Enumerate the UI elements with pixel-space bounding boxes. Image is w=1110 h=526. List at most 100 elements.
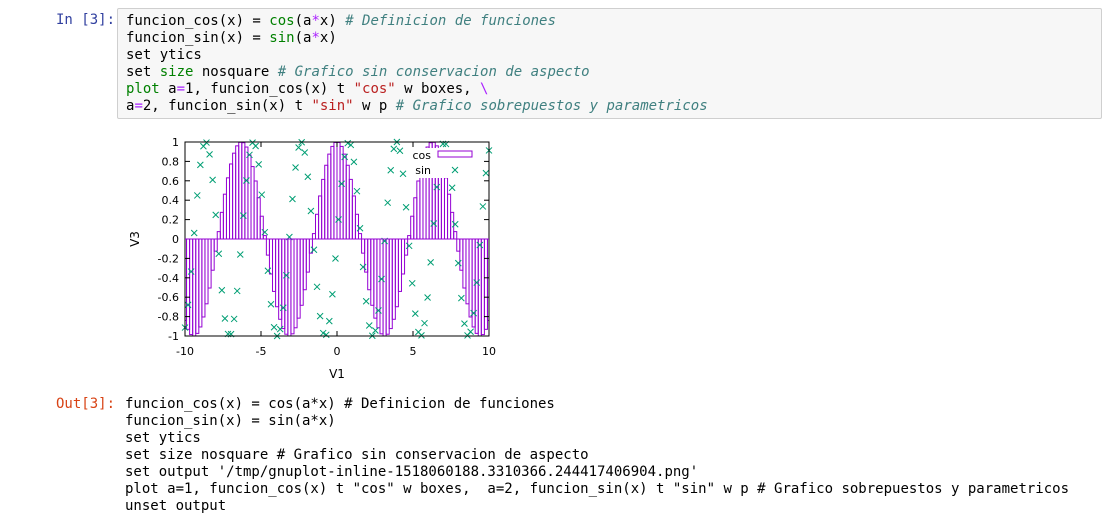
x-tick-label: 0	[334, 345, 341, 358]
cos-box	[453, 231, 458, 240]
code-token: set ytics	[126, 47, 202, 63]
sin-point	[353, 187, 361, 195]
sin-point	[329, 290, 336, 298]
code-token: "cos"	[353, 81, 396, 97]
code-line: funcion_sin(x) = sin(a*x)	[126, 30, 337, 47]
sin-point	[282, 271, 290, 279]
code-token: funcion_sin(x) =	[126, 30, 270, 46]
sin-point	[295, 144, 302, 151]
sin-point	[187, 268, 195, 275]
sin-point	[193, 192, 201, 199]
sin-points	[181, 138, 493, 340]
y-tick-label: 0	[172, 233, 179, 246]
sin-point	[261, 228, 269, 236]
x-tick-label: 5	[410, 345, 417, 358]
sin-point	[215, 250, 223, 258]
sin-point	[461, 320, 468, 327]
sin-point	[190, 229, 198, 237]
sin-point	[408, 279, 416, 287]
code-token: (a	[294, 30, 312, 46]
x-tick-label: 10	[482, 345, 496, 358]
sin-point	[458, 294, 465, 302]
sin-point	[212, 211, 220, 219]
sin-point	[341, 153, 349, 161]
cos-box	[404, 238, 409, 256]
sin-point	[264, 267, 272, 275]
output-line: set size nosquare # Grafico sin conserva…	[125, 447, 589, 463]
sin-point	[473, 279, 481, 286]
code-token: # Grafico sin conservacion de aspecto	[277, 64, 590, 80]
sin-point	[402, 203, 410, 211]
sin-point	[304, 173, 312, 181]
output-line: funcion_cos(x) = cos(a*x) # Definicion d…	[125, 396, 555, 412]
code-token: x)	[319, 30, 337, 46]
sin-point	[344, 139, 352, 147]
sin-point	[384, 199, 392, 207]
y-tick-label: -0.2	[158, 252, 179, 265]
y-tick-label: -0.6	[158, 291, 179, 304]
code-token: *	[311, 13, 320, 29]
sin-point	[332, 255, 339, 262]
output-prompt: Out[3]:	[56, 396, 116, 412]
sin-point	[218, 286, 226, 294]
code-token: size	[159, 64, 194, 80]
code-line: plot a=1, funcion_cos(x) t "cos" w boxes…	[126, 81, 488, 98]
sin-point	[316, 312, 324, 320]
sin-point	[372, 327, 379, 334]
sin-point	[196, 161, 204, 169]
sin-point	[387, 166, 395, 174]
code-token: set	[126, 64, 160, 80]
sin-point	[433, 183, 441, 191]
code-token: # Definicion de funciones	[345, 13, 556, 29]
code-token: *	[311, 30, 320, 46]
sin-point	[258, 191, 266, 199]
sin-point	[365, 322, 373, 329]
sin-point	[279, 304, 287, 312]
x-tick-label: -5	[256, 345, 267, 358]
code-line: set ytics	[126, 47, 202, 64]
y-tick-label: -0.4	[158, 272, 179, 285]
sin-point	[313, 283, 321, 291]
sin-point	[206, 151, 213, 158]
sin-point	[209, 176, 216, 184]
sin-point	[230, 315, 238, 323]
code-token: # Grafico sobrepuestos y parametricos	[395, 98, 708, 114]
code-line: set size nosquare # Grafico sin conserva…	[126, 64, 590, 81]
code-token: sin	[269, 30, 295, 46]
sin-point	[405, 242, 413, 250]
y-tick-label: -0.8	[158, 311, 179, 324]
sin-point	[448, 184, 456, 192]
sin-point	[430, 220, 438, 227]
y-tick-label: 0.4	[162, 194, 180, 207]
code-token: 2, funcion_sin(x) t	[142, 98, 312, 114]
legend-swatch-sin	[451, 166, 459, 174]
code-token: cos	[269, 13, 295, 29]
code-input-area[interactable]: funcion_cos(x) = cos(a*x) # Definicion d…	[117, 8, 1102, 119]
sin-point	[399, 170, 407, 178]
sin-point	[307, 207, 315, 215]
sin-point	[375, 307, 382, 314]
sin-point	[378, 275, 385, 283]
y-axis-label: V3	[128, 231, 142, 247]
sin-point	[424, 294, 431, 301]
code-token: w boxes,	[395, 81, 481, 97]
sin-point	[322, 331, 330, 339]
sin-point	[221, 315, 229, 322]
sin-point	[390, 145, 398, 153]
gnuplot-figure: -10 -5 0 5 10 1 0.8 0.6 0.4 0.2 0 -0.2 -0.4 -0.6 -0.8 -…	[128, 136, 496, 381]
y-tick-label: 0.6	[162, 175, 180, 188]
code-token: w p	[353, 98, 396, 114]
sin-point	[310, 246, 318, 254]
legend-swatch-cos	[437, 150, 473, 158]
sin-point	[427, 258, 435, 266]
sin-point	[470, 309, 477, 317]
input-prompt: In [3]:	[56, 12, 116, 28]
sin-point	[236, 251, 244, 258]
code-token: nosquare	[193, 64, 278, 80]
sin-point	[411, 310, 419, 318]
code-token: a	[159, 81, 177, 97]
sin-point	[184, 301, 192, 309]
sin-point	[421, 319, 428, 327]
code-token: plot	[126, 81, 160, 97]
sin-point	[479, 203, 487, 210]
